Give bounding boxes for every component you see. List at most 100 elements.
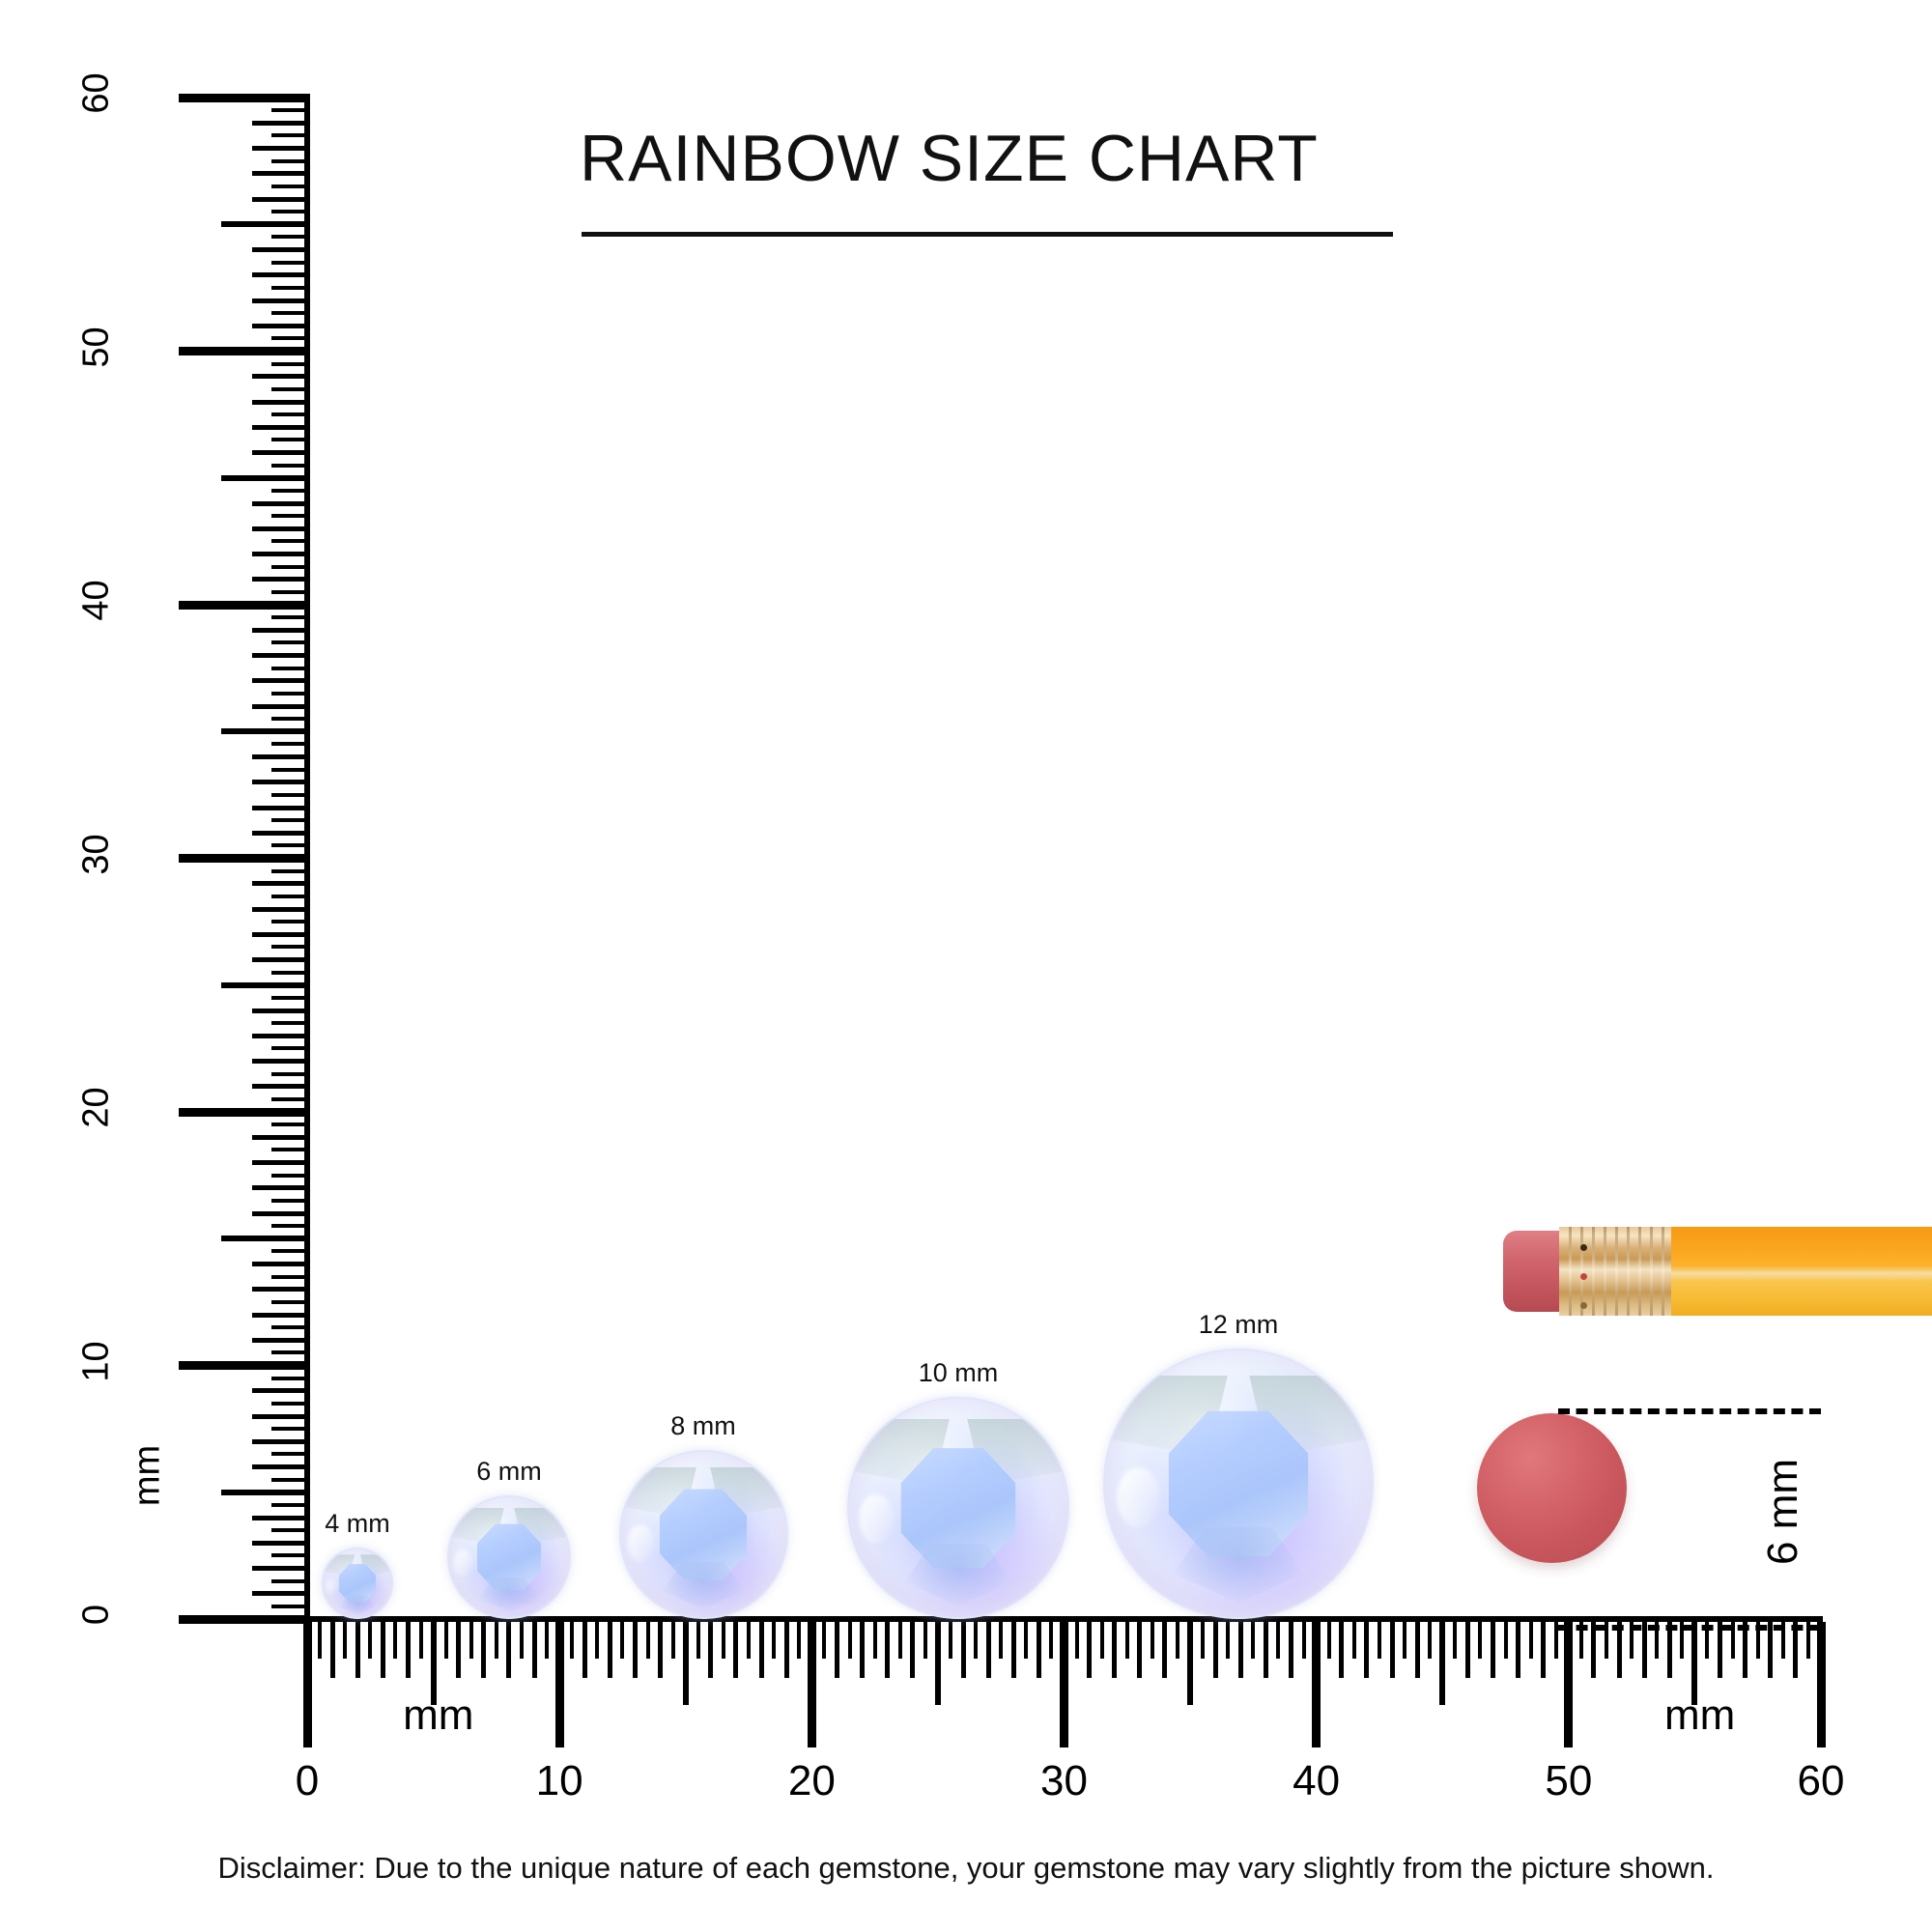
vertical-minor-tick — [252, 146, 310, 151]
horizontal-minor-tick — [923, 1622, 927, 1659]
vertical-minor-tick — [252, 627, 310, 633]
pencil-ferrule — [1559, 1227, 1673, 1316]
gemstone-4mm[interactable] — [322, 1548, 393, 1619]
vertical-major-tick — [179, 600, 310, 610]
vertical-minor-tick — [271, 920, 310, 924]
horizontal-minor-tick — [545, 1622, 550, 1659]
vertical-minor-tick — [271, 1452, 310, 1457]
vertical-minor-tick — [252, 1337, 310, 1343]
gem-facet-bottom — [340, 1594, 375, 1615]
horizontal-minor-tick — [721, 1622, 725, 1659]
vertical-minor-tick — [271, 1046, 310, 1051]
vertical-minor-tick — [271, 1477, 310, 1482]
gem-rim — [322, 1548, 393, 1619]
vertical-minor-tick — [252, 1059, 310, 1064]
vertical-minor-tick — [252, 552, 310, 556]
vertical-minor-tick — [271, 717, 310, 722]
vertical-minor-tick — [252, 247, 310, 252]
horizontal-minor-tick — [1112, 1622, 1118, 1678]
horizontal-minor-tick — [670, 1622, 675, 1659]
horizontal-minor-tick — [758, 1622, 764, 1678]
horizontal-minor-tick — [733, 1622, 739, 1678]
ferrule-ridge — [1569, 1227, 1572, 1316]
vertical-minor-tick — [252, 1566, 310, 1571]
eraser-reference-circle — [1477, 1413, 1627, 1563]
horizontal-minor-tick — [1351, 1622, 1356, 1659]
horizontal-minor-tick — [974, 1622, 979, 1659]
horizontal-minor-tick — [1541, 1622, 1547, 1678]
ferrule-crimp — [1580, 1273, 1587, 1280]
vertical-minor-tick — [271, 158, 310, 163]
horizontal-minor-tick — [1591, 1622, 1597, 1678]
vertical-minor-tick — [252, 526, 310, 531]
vertical-minor-tick — [252, 1312, 310, 1318]
horizontal-minor-tick — [1010, 1622, 1016, 1678]
horizontal-minor-tick — [456, 1622, 462, 1678]
horizontal-minor-tick — [1805, 1622, 1810, 1659]
horizontal-minor-tick — [1276, 1622, 1281, 1659]
horizontal-ruler-label: 50 — [1545, 1757, 1593, 1804]
horizontal-minor-tick — [1099, 1622, 1104, 1659]
horizontal-major-tick — [554, 1622, 564, 1747]
horizontal-minor-tick — [1137, 1622, 1143, 1678]
vertical-mid-tick — [221, 1489, 310, 1495]
horizontal-minor-tick — [1464, 1622, 1470, 1678]
gemstone-12mm[interactable] — [1103, 1349, 1374, 1619]
horizontal-minor-tick — [1212, 1622, 1218, 1678]
vertical-major-tick — [179, 93, 310, 102]
horizontal-major-tick — [1564, 1622, 1574, 1747]
horizontal-major-tick — [1060, 1622, 1068, 1747]
horizontal-minor-tick — [1263, 1622, 1268, 1678]
gemstone-6mm[interactable] — [447, 1495, 571, 1619]
horizontal-minor-tick — [1339, 1622, 1345, 1678]
vertical-minor-tick — [252, 424, 310, 430]
vertical-minor-tick — [271, 945, 310, 950]
ferrule-crimp — [1580, 1244, 1587, 1251]
horizontal-minor-tick — [1414, 1622, 1420, 1678]
horizontal-minor-tick — [1049, 1622, 1054, 1659]
vertical-minor-tick — [271, 894, 310, 898]
vertical-minor-tick — [271, 1173, 310, 1178]
horizontal-minor-tick — [1490, 1622, 1495, 1678]
horizontal-ruler-unit-label-left: mm — [403, 1691, 474, 1739]
vertical-minor-tick — [271, 463, 310, 468]
horizontal-minor-tick — [355, 1622, 360, 1678]
vertical-major-tick — [179, 347, 310, 355]
pencil-body — [1671, 1227, 1932, 1316]
vertical-mid-tick — [221, 728, 310, 735]
vertical-minor-tick — [271, 260, 310, 265]
horizontal-minor-tick — [1453, 1622, 1458, 1659]
horizontal-ruler-baseline — [304, 1616, 1823, 1622]
horizontal-major-tick — [302, 1622, 312, 1747]
vertical-minor-tick — [252, 120, 310, 126]
vertical-major-tick — [179, 1614, 310, 1624]
vertical-minor-tick — [271, 336, 310, 341]
horizontal-minor-tick — [1755, 1622, 1760, 1659]
horizontal-mid-tick — [430, 1622, 437, 1705]
vertical-minor-tick — [252, 1287, 310, 1293]
horizontal-minor-tick — [329, 1622, 335, 1678]
vertical-minor-tick — [271, 1578, 310, 1583]
horizontal-minor-tick — [1478, 1622, 1483, 1659]
vertical-minor-tick — [252, 1210, 310, 1216]
vertical-minor-tick — [271, 1528, 310, 1533]
gemstone-label-12mm: 12 mm — [1198, 1310, 1279, 1339]
vertical-minor-tick — [252, 1185, 310, 1191]
horizontal-ruler-label: 0 — [295, 1757, 320, 1804]
vertical-major-tick — [179, 1361, 310, 1370]
horizontal-minor-tick — [1301, 1622, 1306, 1659]
horizontal-minor-tick — [1793, 1622, 1799, 1678]
vertical-minor-tick — [271, 488, 310, 493]
gemstone-10mm[interactable] — [847, 1397, 1069, 1619]
horizontal-mid-tick — [682, 1622, 689, 1705]
horizontal-minor-tick — [910, 1622, 916, 1678]
vertical-minor-tick — [271, 767, 310, 772]
ferrule-ridge — [1580, 1227, 1583, 1316]
horizontal-minor-tick — [999, 1622, 1004, 1659]
horizontal-minor-tick — [633, 1622, 639, 1678]
vertical-minor-tick — [271, 1604, 310, 1608]
vertical-mid-tick — [221, 1236, 310, 1242]
gemstone-8mm[interactable] — [618, 1450, 788, 1619]
vertical-minor-tick — [271, 1096, 310, 1101]
